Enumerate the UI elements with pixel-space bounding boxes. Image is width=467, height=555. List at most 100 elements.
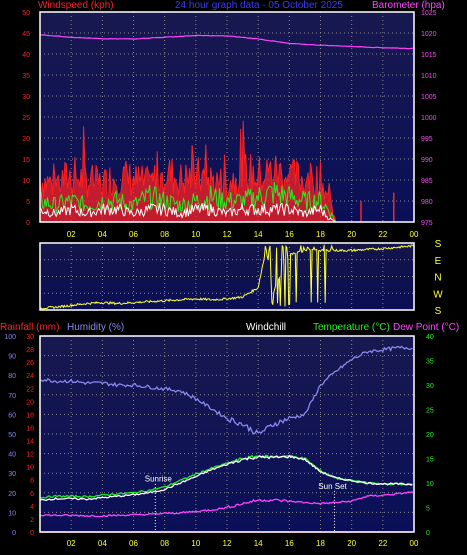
- rainfall-tick-label: 30: [26, 334, 34, 341]
- rainfall-tick-label: 0: [30, 530, 34, 537]
- wind-x-tick-label: 18: [316, 230, 325, 239]
- rainfall-axis-label: Rainfall (mm): [0, 322, 59, 333]
- rainfall-tick-label: 14: [26, 439, 34, 446]
- temperature-tick-label: 35: [426, 359, 434, 366]
- windspeed-tick-label: 30: [22, 94, 30, 101]
- wind-panel-grid: [40, 11, 415, 223]
- barometer-line: [39, 34, 414, 50]
- windspeed-tick-label: 45: [22, 31, 30, 38]
- temperature-tick-label: 10: [426, 481, 434, 488]
- barometer-tick-label: 995: [421, 136, 433, 143]
- wind-panel-axes: 0510152025303540455097598098599099510001…: [22, 10, 436, 239]
- temperature-x-tick-label: 18: [316, 539, 325, 548]
- temperature-x-tick-label: 20: [347, 539, 356, 548]
- humidity-tick-label: 40: [8, 452, 16, 459]
- temperature-panel-frame: [39, 335, 415, 533]
- barometer-tick-label: 1015: [421, 52, 437, 59]
- direction-panel-series: [39, 244, 415, 310]
- temperature-x-tick-label: 02: [67, 539, 76, 548]
- temperature-x-tick-label: 22: [378, 539, 387, 548]
- wind-x-tick-label: 10: [191, 230, 200, 239]
- temperature-x-tick-label: 10: [191, 539, 200, 548]
- dewpoint-label: Dew Point (°C): [393, 322, 459, 333]
- temperature-tick-label: 25: [426, 408, 434, 415]
- barometer-tick-label: 975: [421, 220, 433, 227]
- wind-direction-line: [39, 244, 415, 310]
- windspeed-tick-label: 10: [22, 178, 30, 185]
- temperature-x-tick-label: 00: [410, 539, 419, 548]
- wind-x-tick-label: 04: [98, 230, 107, 239]
- temperature-x-tick-label: 08: [160, 539, 169, 548]
- rainfall-tick-label: 10: [26, 465, 34, 472]
- rainfall-tick-label: 16: [26, 425, 34, 432]
- windspeed-tick-label: 50: [22, 10, 30, 17]
- rainfall-tick-label: 4: [30, 504, 34, 511]
- temperature-x-tick-label: 04: [98, 539, 107, 548]
- rainfall-tick-label: 18: [26, 412, 34, 419]
- windspeed-tick-label: 20: [22, 136, 30, 143]
- temperature-x-tick-label: 06: [129, 539, 138, 548]
- temperature-panel-grid: [40, 335, 415, 533]
- humidity-tick-label: 0: [12, 530, 16, 537]
- rainfall-tick-label: 20: [26, 399, 34, 406]
- wind-panel-frame: [39, 11, 415, 223]
- humidity-tick-label: 50: [8, 432, 16, 439]
- barometer-tick-label: 985: [421, 178, 433, 185]
- average-wind-line: [39, 202, 336, 223]
- rainfall-tick-label: 28: [26, 347, 34, 354]
- barometer-tick-label: 980: [421, 199, 433, 206]
- humidity-tick-label: 20: [8, 491, 16, 498]
- wind-x-tick-label: 08: [160, 230, 169, 239]
- windchill-label: Windchill: [246, 322, 286, 333]
- humidity-tick-label: 100: [4, 334, 16, 341]
- barometer-tick-label: 1000: [421, 115, 437, 122]
- rainfall-tick-label: 8: [30, 478, 34, 485]
- compass-label: S: [435, 306, 442, 317]
- humidity-tick-label: 10: [8, 510, 16, 517]
- compass-label: N: [434, 273, 441, 284]
- direction-panel-background: [40, 243, 414, 310]
- direction-panel-frame: [39, 242, 415, 311]
- windspeed-axis-label: Windspeed (kph): [38, 0, 114, 11]
- temperature-tick-label: 30: [426, 383, 434, 390]
- humidity-tick-label: 90: [8, 354, 16, 361]
- sunset-label: Sun Set: [318, 482, 347, 491]
- humidity-tick-label: 80: [8, 373, 16, 380]
- temperature-tick-label: 20: [426, 432, 434, 439]
- sunrise-label: Sunrise: [145, 475, 173, 484]
- wind-x-tick-label: 16: [285, 230, 294, 239]
- barometer-tick-label: 1010: [421, 73, 437, 80]
- temperature-tick-label: 40: [426, 334, 434, 341]
- rainfall-tick-label: 2: [30, 517, 34, 524]
- temperature-panel-axes: 0102030405060708090100024681012141618202…: [4, 334, 434, 548]
- humidity-tick-label: 60: [8, 412, 16, 419]
- barometer-tick-label: 1005: [421, 94, 437, 101]
- barometer-tick-label: 990: [421, 157, 433, 164]
- temperature-x-tick-label: 12: [223, 539, 232, 548]
- wind-x-tick-label: 12: [223, 230, 232, 239]
- rainfall-tick-label: 26: [26, 360, 34, 367]
- temperature-x-tick-label: 14: [254, 539, 263, 548]
- temperature-tick-label: 0: [426, 530, 430, 537]
- temperature-tick-label: 15: [426, 457, 434, 464]
- wind-x-tick-label: 02: [67, 230, 76, 239]
- windspeed-tick-label: 15: [22, 157, 30, 164]
- barometer-tick-label: 1025: [421, 10, 437, 17]
- rainfall-tick-label: 24: [26, 373, 34, 380]
- temperature-x-tick-label: 16: [285, 539, 294, 548]
- compass-label: S: [435, 239, 442, 250]
- compass-label: W: [433, 289, 443, 300]
- temperature-axis-label: Temperature (°C): [313, 322, 390, 333]
- windspeed-tick-label: 40: [22, 52, 30, 59]
- wind-x-tick-label: 00: [410, 230, 419, 239]
- wind-x-tick-label: 06: [129, 230, 138, 239]
- windchill-line: [39, 454, 413, 501]
- windspeed-tick-label: 25: [22, 115, 30, 122]
- wind-x-tick-label: 14: [254, 230, 263, 239]
- rainfall-tick-label: 6: [30, 491, 34, 498]
- humidity-tick-label: 70: [8, 393, 16, 400]
- windspeed-tick-label: 5: [26, 199, 30, 206]
